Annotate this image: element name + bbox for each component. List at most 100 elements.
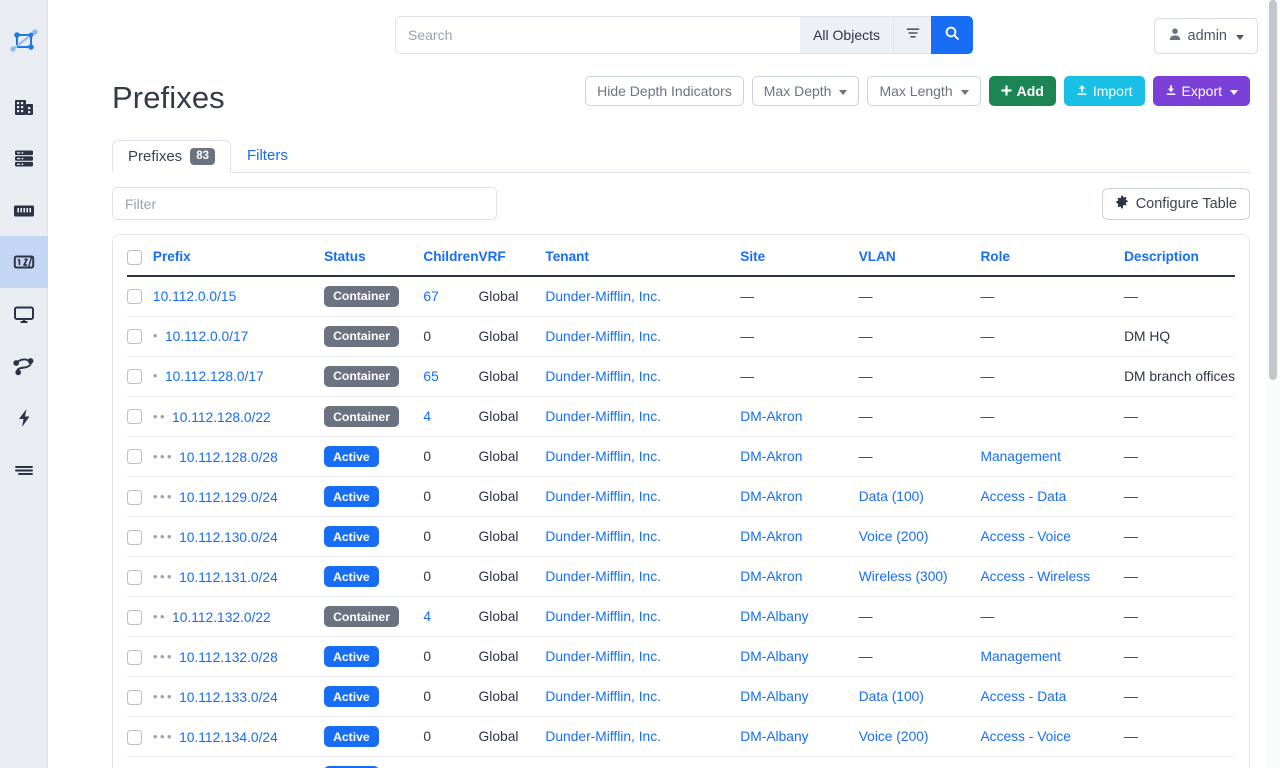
row-checkbox[interactable] (127, 369, 142, 385)
site-link[interactable]: DM-Albany (740, 609, 809, 625)
vlan-link[interactable]: Voice (200) (858, 529, 929, 545)
hide-depth-indicators-button[interactable]: Hide Depth Indicators (585, 76, 744, 106)
vlan-link[interactable]: Data (100) (858, 689, 924, 705)
row-checkbox[interactable] (127, 329, 142, 345)
column-header-site[interactable]: Site (740, 235, 859, 277)
site-link[interactable]: DM-Albany (740, 729, 809, 745)
search-submit-button[interactable] (931, 16, 973, 54)
column-header-description[interactable]: Description (1124, 235, 1235, 277)
sidebar-item-power[interactable] (0, 392, 48, 444)
netbox-logo[interactable] (0, 16, 48, 68)
import-button[interactable]: Import (1063, 76, 1145, 106)
children-link[interactable]: 65 (423, 368, 439, 384)
configure-table-button[interactable]: Configure Table (1101, 187, 1250, 220)
site-link[interactable]: DM-Akron (740, 449, 803, 465)
tenant-link[interactable]: Dunder-Mifflin, Inc. (545, 449, 661, 465)
tenant-link[interactable]: Dunder-Mifflin, Inc. (545, 569, 661, 585)
tenant-link[interactable]: Dunder-Mifflin, Inc. (545, 609, 661, 625)
empty-value: — (1124, 689, 1138, 705)
row-checkbox[interactable] (127, 489, 142, 505)
role-link[interactable]: Management (980, 649, 1061, 665)
column-header-children[interactable]: Children (423, 235, 479, 277)
column-header-tenant[interactable]: Tenant (545, 235, 741, 277)
row-checkbox[interactable] (127, 689, 142, 705)
vlan-cell: — (858, 436, 981, 478)
tenant-link[interactable]: Dunder-Mifflin, Inc. (545, 689, 661, 705)
role-link[interactable]: Access - Voice (980, 729, 1071, 745)
tenant-link[interactable]: Dunder-Mifflin, Inc. (545, 729, 661, 745)
role-link[interactable]: Access - Voice (980, 529, 1071, 545)
site-link[interactable]: DM-Akron (740, 529, 803, 545)
row-checkbox[interactable] (127, 529, 142, 545)
prefix-link[interactable]: 10.112.128.0/17 (164, 369, 264, 385)
tab-filters[interactable]: Filters (231, 139, 304, 172)
tenant-link[interactable]: Dunder-Mifflin, Inc. (545, 649, 661, 665)
column-header-prefix[interactable]: Prefix (152, 235, 325, 277)
select-all-checkbox[interactable] (127, 249, 142, 265)
max-length-dropdown[interactable]: Max Length (867, 76, 981, 106)
children-cell: 0 (423, 716, 479, 758)
prefix-link[interactable]: 10.112.130.0/24 (179, 529, 278, 545)
vlan-link[interactable]: Voice (200) (858, 729, 929, 745)
prefix-link[interactable]: 10.112.132.0/22 (172, 609, 271, 625)
row-checkbox[interactable] (127, 609, 142, 625)
tenant-link[interactable]: Dunder-Mifflin, Inc. (545, 409, 661, 425)
scrollbar-thumb[interactable] (1269, 0, 1277, 380)
role-link[interactable]: Access - Wireless (980, 569, 1091, 585)
tenant-link[interactable]: Dunder-Mifflin, Inc. (545, 368, 661, 384)
prefix-link[interactable]: 10.112.134.0/24 (179, 729, 278, 745)
vlan-link[interactable]: Data (100) (858, 489, 924, 505)
column-header-status[interactable]: Status (324, 235, 424, 277)
row-checkbox[interactable] (127, 729, 142, 745)
role-link[interactable]: Management (980, 449, 1061, 465)
search-scope-selector[interactable]: All Objects (800, 16, 893, 54)
tenant-link[interactable]: Dunder-Mifflin, Inc. (545, 529, 661, 545)
vlan-link[interactable]: Wireless (300) (858, 569, 948, 585)
vlan-cell: Voice (200) (858, 716, 981, 758)
sidebar-item-ipam[interactable] (0, 236, 48, 288)
prefix-link[interactable]: 10.112.133.0/24 (179, 689, 278, 705)
prefix-link[interactable]: 10.112.129.0/24 (179, 489, 278, 505)
add-button[interactable]: Add (988, 76, 1056, 106)
prefix-link[interactable]: 10.112.131.0/24 (179, 569, 278, 585)
children-link[interactable]: 4 (423, 609, 432, 625)
children-link[interactable]: 4 (423, 409, 432, 425)
search-filter-button[interactable] (893, 16, 931, 54)
prefix-link[interactable]: 10.112.132.0/28 (179, 649, 278, 665)
column-header-vlan[interactable]: VLAN (858, 235, 981, 277)
sidebar-item-organization[interactable] (0, 80, 48, 132)
role-link[interactable]: Access - Data (980, 689, 1067, 705)
export-dropdown[interactable]: Export (1152, 76, 1250, 106)
row-checkbox[interactable] (127, 289, 142, 305)
tab-prefixes[interactable]: Prefixes 83 (112, 140, 231, 173)
max-depth-dropdown[interactable]: Max Depth (751, 76, 860, 106)
column-header-vrf[interactable]: VRF (478, 235, 546, 277)
tenant-link[interactable]: Dunder-Mifflin, Inc. (545, 489, 661, 505)
column-header-role[interactable]: Role (980, 235, 1125, 277)
row-checkbox[interactable] (127, 409, 142, 425)
filter-input[interactable] (112, 187, 497, 220)
sidebar-item-other[interactable] (0, 444, 48, 496)
role-link[interactable]: Access - Data (980, 489, 1067, 505)
sidebar-item-circuits[interactable] (0, 340, 48, 392)
prefix-link[interactable]: 10.112.128.0/22 (172, 409, 271, 425)
user-menu-button[interactable]: admin (1153, 18, 1258, 54)
sidebar-item-connections[interactable] (0, 184, 48, 236)
prefix-link[interactable]: 10.112.0.0/17 (164, 329, 249, 345)
site-link[interactable]: DM-Akron (740, 409, 803, 425)
prefix-link[interactable]: 10.112.128.0/28 (179, 449, 278, 465)
row-checkbox[interactable] (127, 569, 142, 585)
site-link[interactable]: DM-Albany (740, 649, 809, 665)
site-link[interactable]: DM-Akron (740, 569, 803, 585)
site-link[interactable]: DM-Albany (740, 689, 809, 705)
tenant-link[interactable]: Dunder-Mifflin, Inc. (545, 328, 661, 344)
children-link[interactable]: 67 (423, 288, 439, 304)
prefix-link[interactable]: 10.112.0.0/15 (152, 288, 237, 304)
tenant-link[interactable]: Dunder-Mifflin, Inc. (545, 288, 661, 304)
row-checkbox[interactable] (127, 449, 142, 465)
site-link[interactable]: DM-Akron (740, 489, 803, 505)
sidebar-item-devices[interactable] (0, 132, 48, 184)
row-checkbox[interactable] (127, 649, 142, 665)
sidebar-item-virtualization[interactable] (0, 288, 48, 340)
search-input[interactable] (395, 16, 801, 54)
